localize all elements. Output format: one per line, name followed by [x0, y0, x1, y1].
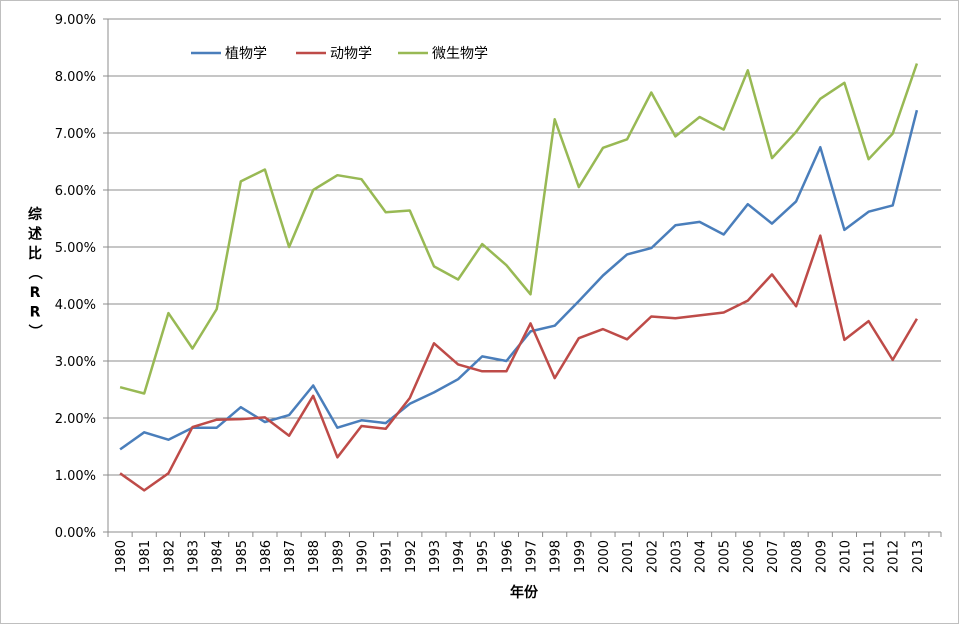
- legend: 植物学 动物学 微生物学: [191, 46, 488, 62]
- x-tick-label: 1985: [235, 540, 250, 573]
- y-tick-label: 7.00%: [55, 127, 96, 142]
- x-tick-label: 2005: [718, 540, 733, 573]
- x-tick-label: 1993: [428, 540, 443, 573]
- x-tick-label: 2000: [597, 540, 612, 573]
- x-tick-label: 2001: [621, 540, 636, 573]
- x-tick-label: 2011: [863, 540, 878, 573]
- y-tick-label: 4.00%: [55, 298, 96, 313]
- x-tick-label: 1983: [187, 540, 202, 573]
- y-tick-labels: 0.00% 1.00% 2.00% 3.00% 4.00% 5.00% 6.00% 7.00%…: [55, 13, 96, 541]
- y-tick-label: 8.00%: [55, 70, 96, 85]
- x-tick-labels: 1980 1981 1982 1983 1984 1985 1986 1987 1988 1989…: [114, 540, 926, 573]
- axes: [107, 19, 942, 537]
- x-tick-label: 1989: [331, 540, 346, 573]
- x-tick-label: 1984: [211, 540, 226, 573]
- y-tick-label: 1.00%: [55, 469, 96, 484]
- x-tick-label: 2006: [742, 540, 757, 573]
- x-tick-label: 1981: [138, 540, 153, 573]
- x-tick-label: 1990: [356, 540, 371, 573]
- x-tick-label: 1982: [162, 540, 177, 573]
- series-line: [119, 234, 918, 492]
- y-tick-label: 0.00%: [55, 526, 96, 541]
- x-tick-label: 1992: [404, 540, 419, 573]
- x-tick-label: 2009: [814, 540, 829, 573]
- x-tick-label: 1994: [452, 540, 467, 573]
- y-axis-title-char: ）: [26, 324, 42, 338]
- x-tick-label: 2004: [694, 540, 709, 573]
- y-tick-label: 5.00%: [55, 241, 96, 256]
- y-tick-label: 6.00%: [55, 184, 96, 199]
- x-tick-label: 2003: [669, 540, 684, 573]
- y-axis-title-char: R: [30, 305, 41, 321]
- x-tick-label: 2012: [887, 540, 902, 573]
- x-tick-label: 1986: [259, 540, 274, 573]
- x-tick-label: 2013: [911, 540, 926, 573]
- x-tick-label: 1987: [283, 540, 298, 573]
- legend-label: 植物学: [225, 46, 267, 62]
- y-axis-title-char: R: [30, 285, 41, 301]
- y-axis-title: 综述比 （ RR ）: [26, 206, 42, 338]
- y-axis-title-char: 综: [28, 206, 42, 223]
- legend-label: 微生物学: [432, 46, 488, 62]
- y-axis-title-char: 述: [28, 226, 42, 243]
- x-tick-label: 1997: [525, 540, 540, 573]
- x-tick-label: 1980: [114, 540, 129, 573]
- x-tick-label: 1996: [500, 540, 515, 573]
- series-lines: [119, 63, 919, 492]
- gridlines: [103, 18, 941, 533]
- legend-label: 动物学: [330, 46, 372, 62]
- y-tick-label: 2.00%: [55, 412, 96, 427]
- x-tick-label: 1991: [380, 540, 395, 573]
- x-tick-label: 2010: [838, 540, 853, 573]
- y-tick-label: 9.00%: [55, 13, 96, 28]
- x-tick-label: 1998: [549, 540, 564, 573]
- series-line: [119, 63, 919, 395]
- x-tick-label: 1995: [476, 540, 491, 573]
- y-axis-title-char: （: [26, 266, 42, 280]
- x-axis-title: 年份: [510, 584, 539, 601]
- x-tick-label: 2008: [790, 540, 805, 573]
- x-tick-label: 2002: [645, 540, 660, 573]
- x-tick-label: 1988: [307, 540, 322, 573]
- y-tick-label: 3.00%: [55, 355, 96, 370]
- y-axis-title-char: 比: [28, 245, 42, 262]
- x-tick-label: 1999: [573, 540, 588, 573]
- x-tick-label: 2007: [766, 540, 781, 573]
